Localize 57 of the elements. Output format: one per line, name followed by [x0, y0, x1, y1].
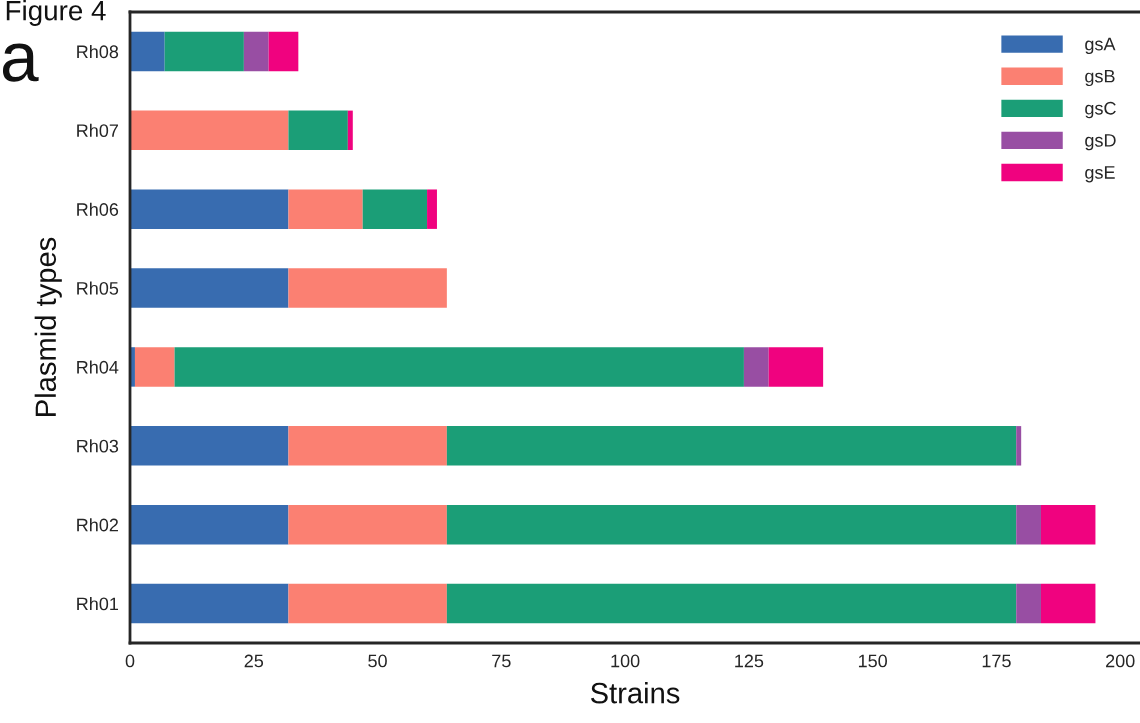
y-tick-label: Rh06: [77, 202, 119, 216]
bar: [174, 347, 744, 387]
y-tick-label: Rh03: [77, 439, 119, 453]
bar: [130, 583, 289, 624]
y-tick-label: Rh07: [77, 123, 118, 138]
bar: [446, 504, 1017, 545]
bar: [288, 189, 363, 229]
bar: [288, 268, 447, 308]
bar: [268, 31, 299, 72]
bar: [130, 110, 289, 151]
x-tick-label: 75: [492, 654, 511, 668]
bar: [768, 347, 824, 387]
y-axis-title: Plasmid types: [34, 237, 62, 416]
bar: [243, 31, 269, 72]
y-tick-label: Rh01: [77, 597, 119, 611]
bar: [288, 110, 348, 151]
bar: [427, 189, 437, 229]
legend-label: gsB: [1085, 69, 1115, 87]
x-tick-label: 0: [125, 654, 135, 668]
bar: [130, 426, 289, 466]
bar: [130, 268, 289, 308]
bar: [1040, 504, 1096, 545]
legend-label: gsD: [1085, 134, 1116, 151]
legend-label: gsC: [1085, 101, 1116, 119]
bar: [743, 347, 769, 387]
x-tick-label: 100: [611, 654, 640, 668]
bar: [446, 426, 1017, 466]
bar: [130, 189, 289, 229]
bar: [288, 504, 447, 545]
x-axis-title: Strains: [590, 682, 680, 704]
x-tick-label: 175: [982, 654, 1011, 668]
bar: [134, 347, 175, 387]
x-tick-label: 50: [368, 654, 387, 668]
caption: Figure 4: [6, 0, 106, 26]
x-tick-label: 200: [1106, 654, 1135, 668]
bar: [130, 31, 165, 72]
bar: [1040, 583, 1096, 624]
legend-label: gsE: [1085, 166, 1115, 183]
y-tick-label: Rh02: [77, 518, 118, 532]
bar: [362, 189, 428, 229]
x-tick-label: 25: [244, 654, 264, 668]
bar: [446, 583, 1017, 624]
legend-label: gsA: [1085, 37, 1116, 55]
y-tick-label: Rh04: [77, 360, 119, 374]
y-tick-label: Rh08: [77, 44, 119, 59]
bar: [1016, 504, 1041, 545]
bar: [1016, 583, 1041, 624]
bar: [1016, 426, 1022, 466]
bar: [164, 31, 244, 72]
x-tick-label: 150: [858, 654, 887, 668]
bar: [288, 583, 447, 624]
bar: [347, 110, 353, 151]
x-tick-label: 125: [735, 654, 764, 668]
text: a: [2, 43, 39, 82]
y-tick-label: Rh05: [77, 281, 119, 295]
bar: [288, 426, 447, 466]
bar: [130, 504, 289, 545]
